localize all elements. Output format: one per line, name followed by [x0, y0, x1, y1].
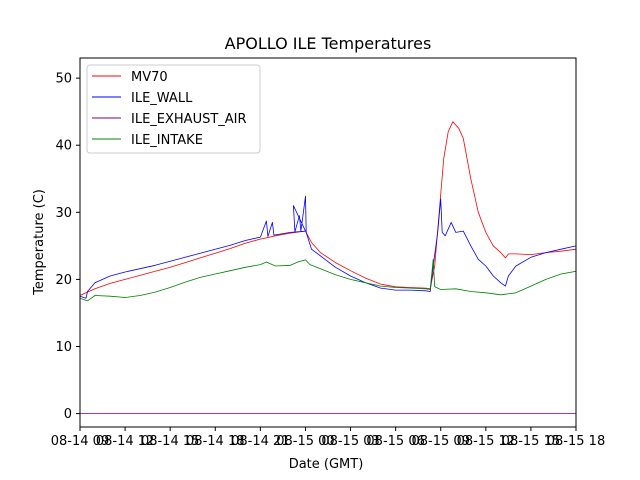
chart-title: APOLLO ILE Temperatures [225, 34, 432, 53]
x-tick-label-7: 08-15 06 [366, 434, 424, 449]
legend-label-3: ILE_INTAKE [131, 133, 203, 148]
legend-label-0: MV70 [131, 70, 168, 85]
series-line-0 [80, 121, 576, 296]
x-tick-label-6: 08-15 03 [321, 434, 379, 449]
legend-label-1: ILE_WALL [131, 91, 193, 106]
legend-label-2: ILE_EXHAUST_AIR [131, 112, 247, 127]
y-tick-label-2: 20 [55, 273, 72, 288]
y-tick-label-1: 10 [55, 340, 72, 355]
x-tick-label-10: 08-15 15 [502, 434, 560, 449]
x-axis-label: Date (GMT) [289, 457, 364, 472]
series-line-1 [80, 195, 576, 299]
x-tick-label-11: 08-15 18 [547, 434, 605, 449]
y-axis-label: Temperature (C) [32, 189, 47, 296]
x-tick-label-3: 08-14 18 [186, 434, 244, 449]
y-tick-label-5: 50 [55, 72, 72, 87]
x-tick-label-8: 08-15 09 [412, 434, 470, 449]
series-layer [80, 121, 576, 414]
axes-frame [79, 57, 577, 428]
legend-box [86, 64, 261, 154]
series-line-3 [80, 258, 576, 302]
x-tick-label-5: 08-15 00 [276, 434, 334, 449]
x-tick-label-0: 08-14 09 [51, 434, 109, 449]
y-tick-label-0: 0 [64, 407, 72, 422]
legend: MV70 ILE_WALL ILE_EXHAUST_AIR ILE_INTAKE [86, 64, 261, 154]
x-tick-label-9: 08-15 12 [457, 434, 515, 449]
y-tick-label-4: 40 [55, 139, 72, 154]
x-tick-label-1: 08-14 12 [96, 434, 154, 449]
x-tick-label-2: 08-14 15 [141, 434, 199, 449]
x-tick-label-4: 08-14 21 [231, 434, 289, 449]
y-tick-label-3: 30 [55, 206, 72, 221]
